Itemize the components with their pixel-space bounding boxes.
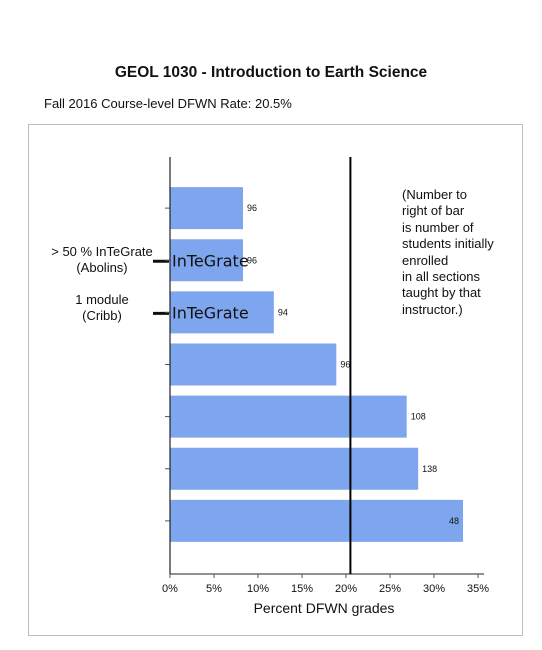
chart-title: GEOL 1030 - Introduction to Earth Scienc… bbox=[114, 64, 428, 81]
chart-frame bbox=[28, 124, 523, 636]
bar-data-label: 108 bbox=[411, 412, 426, 422]
x-axis-title: Percent DFWN grades bbox=[253, 600, 395, 616]
bar bbox=[170, 291, 274, 334]
x-tick-label: 35% bbox=[467, 583, 489, 595]
bar-data-label: 94 bbox=[278, 307, 288, 317]
bar bbox=[170, 447, 419, 490]
bar bbox=[170, 239, 244, 282]
x-tick-label: 10% bbox=[247, 583, 269, 595]
bar-data-label: 96 bbox=[247, 203, 257, 213]
bar bbox=[170, 395, 407, 438]
annotation-note: (Number to right of bar is number of stu… bbox=[402, 187, 494, 317]
chart-subtitle: Fall 2016 Course-level DFWN Rate: 20.5% bbox=[44, 96, 292, 111]
x-tick-label: 5% bbox=[206, 583, 222, 595]
bar-inside-label: InTeGrate bbox=[172, 251, 249, 270]
x-tick-label: 30% bbox=[423, 583, 445, 595]
bar-data-label: 96 bbox=[340, 360, 350, 370]
bar-data-label: 138 bbox=[422, 464, 437, 474]
x-tick-label: 0% bbox=[162, 583, 178, 595]
bar bbox=[170, 187, 244, 230]
x-tick-label: 15% bbox=[291, 583, 313, 595]
bar-data-label: 48 bbox=[449, 516, 459, 526]
bar bbox=[170, 499, 464, 542]
bar-inside-label: InTeGrate bbox=[172, 303, 249, 322]
x-tick-label: 20% bbox=[335, 583, 357, 595]
bar-data-label: 96 bbox=[247, 255, 257, 265]
bar bbox=[170, 343, 337, 386]
annotation-integrate-majority: > 50 % InTeGrate (Abolins) bbox=[51, 244, 153, 275]
x-tick-label: 25% bbox=[379, 583, 401, 595]
annotation-one-module: 1 module (Cribb) bbox=[75, 292, 129, 323]
